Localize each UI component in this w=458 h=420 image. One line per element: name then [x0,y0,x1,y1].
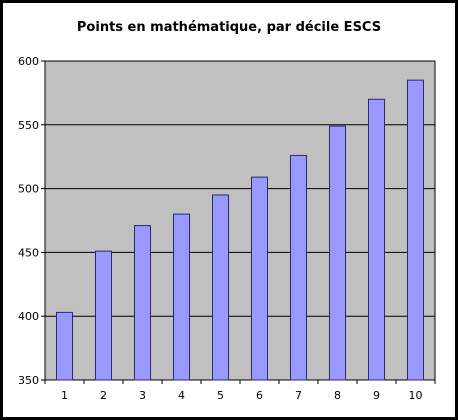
chart-title: Points en mathématique, par décile ESCS [77,20,381,35]
bar [290,154,307,381]
x-tick-label: 2 [100,389,107,402]
x-tick-label: 6 [256,389,263,402]
x-tick-label: 8 [334,389,341,402]
y-tick-label: 550 [18,119,39,132]
bar [329,125,346,381]
x-tick-label: 1 [61,389,68,402]
bar [134,225,151,381]
x-tick-label: 9 [373,389,380,402]
y-axis: 350 400 450 500 550 600 [18,55,45,387]
y-tick-label: 450 [18,246,39,259]
x-tick-label: 10 [409,389,423,402]
bar [212,194,229,381]
bars [56,79,424,381]
x-tick-label: 7 [295,389,302,402]
bar [407,79,424,381]
bar [368,98,385,381]
x-tick-label: 3 [139,389,146,402]
bar [56,311,73,381]
y-tick-label: 500 [18,183,39,196]
y-tick-label: 600 [18,55,39,68]
bar [95,250,112,381]
x-axis: 1 2 3 4 5 6 7 8 9 10 [44,380,436,402]
bar [173,213,190,381]
chart-frame: Points en mathématique, par décile ESCS … [3,3,455,417]
bar-chart: Points en mathématique, par décile ESCS … [18,20,436,402]
y-tick-label: 350 [18,374,39,387]
x-tick-label: 5 [217,389,224,402]
y-tick-label: 400 [18,310,39,323]
bar [251,176,268,381]
x-tick-label: 4 [178,389,185,402]
